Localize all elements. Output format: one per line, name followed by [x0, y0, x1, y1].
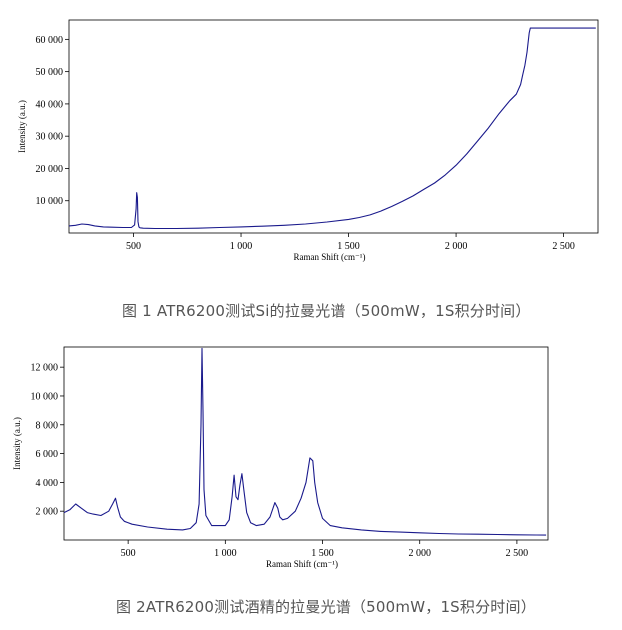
- x-tick-label: 2 000: [445, 241, 468, 252]
- x-tick-label: 2 500: [506, 548, 529, 559]
- x-tick-label: 2 500: [552, 241, 575, 252]
- x-tick-label: 500: [121, 548, 136, 559]
- x-tick-label: 1 000: [230, 241, 253, 252]
- y-tick-label: 6 000: [36, 449, 59, 460]
- series-line: [63, 347, 547, 536]
- y-axis-label: Intensity (a.u.): [17, 100, 27, 153]
- y-tick-label: 10 000: [31, 391, 59, 402]
- y-tick-label: 12 000: [31, 363, 59, 374]
- x-tick-label: 1 500: [337, 241, 360, 252]
- figure-1-caption: 图 1 ATR6200测试Si的拉曼光谱（500mW，1S积分时间）: [122, 302, 531, 320]
- y-tick-label: 10 000: [36, 196, 64, 207]
- x-axis-label: Raman Shift (cm⁻¹): [266, 559, 338, 569]
- chart-2: 500 1 000 1 500 2 000 2 500 2 000 4 000 6 000 8 …: [12, 346, 549, 569]
- y-tick-label: 40 000: [36, 99, 64, 110]
- x-tick-label: 2 000: [408, 548, 431, 559]
- y-tick-label: 2 000: [36, 507, 59, 518]
- series-line: [68, 27, 596, 230]
- chart-1: 500 1 000 1 500 2 000 2 500 10 000 20 000 30 00…: [17, 19, 599, 262]
- y-tick-label: 50 000: [36, 67, 64, 78]
- figure-2-caption: 图 2ATR6200测试酒精的拉曼光谱（500mW，1S积分时间）: [116, 598, 536, 616]
- x-tick-label: 500: [126, 241, 141, 252]
- y-tick-label: 30 000: [36, 132, 64, 143]
- x-tick-label: 1 000: [214, 548, 237, 559]
- y-tick-label: 8 000: [36, 420, 59, 431]
- y-tick-label: 60 000: [36, 35, 64, 46]
- y-tick-label: 20 000: [36, 164, 64, 175]
- x-tick-label: 1 500: [311, 548, 334, 559]
- y-axis-label: Intensity (a.u.): [12, 417, 22, 470]
- plot-frame: [63, 346, 549, 541]
- plot-frame: [68, 19, 599, 234]
- y-tick-label: 4 000: [36, 478, 59, 489]
- x-axis-label: Raman Shift (cm⁻¹): [294, 252, 366, 262]
